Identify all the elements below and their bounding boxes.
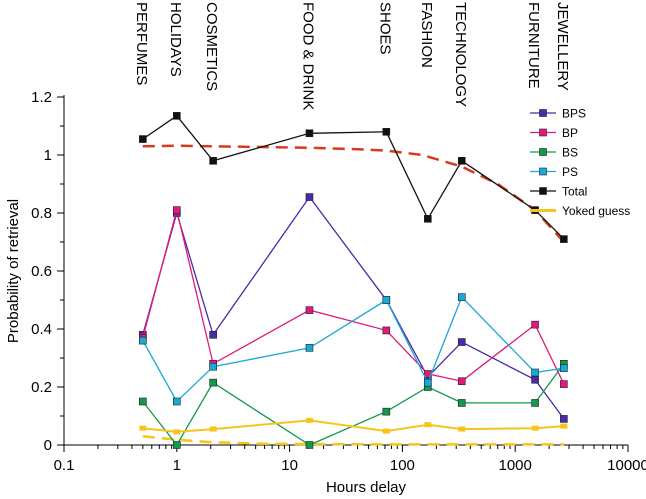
data-point [173,429,181,435]
data-point [173,441,181,449]
data-point [457,157,466,165]
data-point [209,378,217,387]
category-label: FASHION [418,2,435,68]
x-tick-label: 10 [281,457,298,474]
data-point [560,423,568,429]
data-point [173,397,181,406]
category-labels: PERFUMES HOLIDAYS COSMETICS FOOD & DRINK SHO… [133,2,571,110]
data-point [560,235,568,243]
category-label: COSMETICS [203,2,220,91]
category-label: FOOD & DRINK [299,2,316,110]
data-point [305,417,313,423]
series-line [142,195,565,420]
data-point [457,377,466,386]
data-point [424,422,432,428]
series-bps [139,193,568,423]
data-point [209,330,217,339]
data-point [382,428,390,434]
data-point [531,320,539,329]
data-point [382,128,391,136]
y-tick-label: 0.4 [31,321,52,338]
category-label: SHOES [376,2,393,55]
data-point [382,326,391,335]
series-yoked-guess [139,417,568,435]
data-point [305,441,314,449]
fit-curves [142,144,565,446]
data-point [139,135,147,143]
x-tick-label: 10000 [607,457,646,474]
x-tick-label: 100 [390,457,415,474]
x-tick-label: 1 [173,457,181,474]
data-point [139,425,147,431]
data-point [139,397,147,406]
y-tick-label: 1.2 [31,89,52,106]
data-point [560,415,568,423]
series-line [142,419,564,433]
legend-label: Yoked guess [562,204,630,218]
series-line [142,363,565,447]
legend-marker [539,128,547,137]
y-tick-label: 0.8 [31,205,52,222]
legend-marker [539,109,547,117]
y-tick-label: 0 [44,437,52,454]
series-ps [139,293,568,406]
legend: BPS BP BS PS Total Yoked guess [530,107,630,218]
data-point [457,293,466,301]
series-bs [139,359,568,449]
data-point [139,336,147,345]
x-tick-label: 1000 [499,457,532,474]
series-bp [139,206,568,388]
category-label: TECHNOLOGY [452,2,469,107]
legend-marker [539,187,547,195]
x-axis-title: Hours delay [326,479,407,496]
series-group [139,112,568,449]
data-point [173,112,181,120]
legend-label: BPS [562,107,586,121]
data-point [305,306,314,314]
category-label: HOLIDAYS [167,2,184,77]
series-line [142,209,565,385]
category-label: PERFUMES [133,2,150,85]
data-point [424,215,432,223]
data-point [560,364,568,372]
data-point [424,378,432,387]
y-tick-label: 0.2 [31,379,52,396]
category-label: FURNITURE [525,2,542,89]
series-total [139,112,568,243]
fit-curve [142,144,565,243]
data-point [531,399,539,407]
y-tick-label: 1 [44,147,52,164]
legend-label: Total [562,185,587,199]
data-point [458,426,466,432]
legend-label: PS [562,165,578,179]
category-label: JEWELLERY [554,2,571,91]
y-axis-title: Probability of retrieval [5,199,22,343]
data-point [531,375,539,384]
data-point [209,362,217,371]
data-point [382,296,391,304]
data-point [531,425,539,431]
y-tick-label: 0.6 [31,263,52,280]
data-point [305,193,314,201]
legend-marker [539,167,547,176]
data-point [382,407,391,416]
data-point [457,338,466,346]
axes: 0.1 1 10 100 1000 10000 0 0.2 0.4 0.6 0.8 1 1.2 Hours… [5,89,646,496]
legend-marker [539,148,547,156]
legend-label: BP [562,126,578,140]
x-tick-label: 0.1 [54,457,75,474]
data-point [209,426,217,432]
data-point [560,380,568,388]
data-point [209,157,217,165]
data-point [457,399,466,407]
fit-curve [142,435,564,446]
series-line [142,114,565,240]
data-point [305,129,314,138]
legend-label: BS [562,146,578,160]
data-point [305,344,314,352]
data-point [531,368,539,377]
data-point [173,206,181,214]
